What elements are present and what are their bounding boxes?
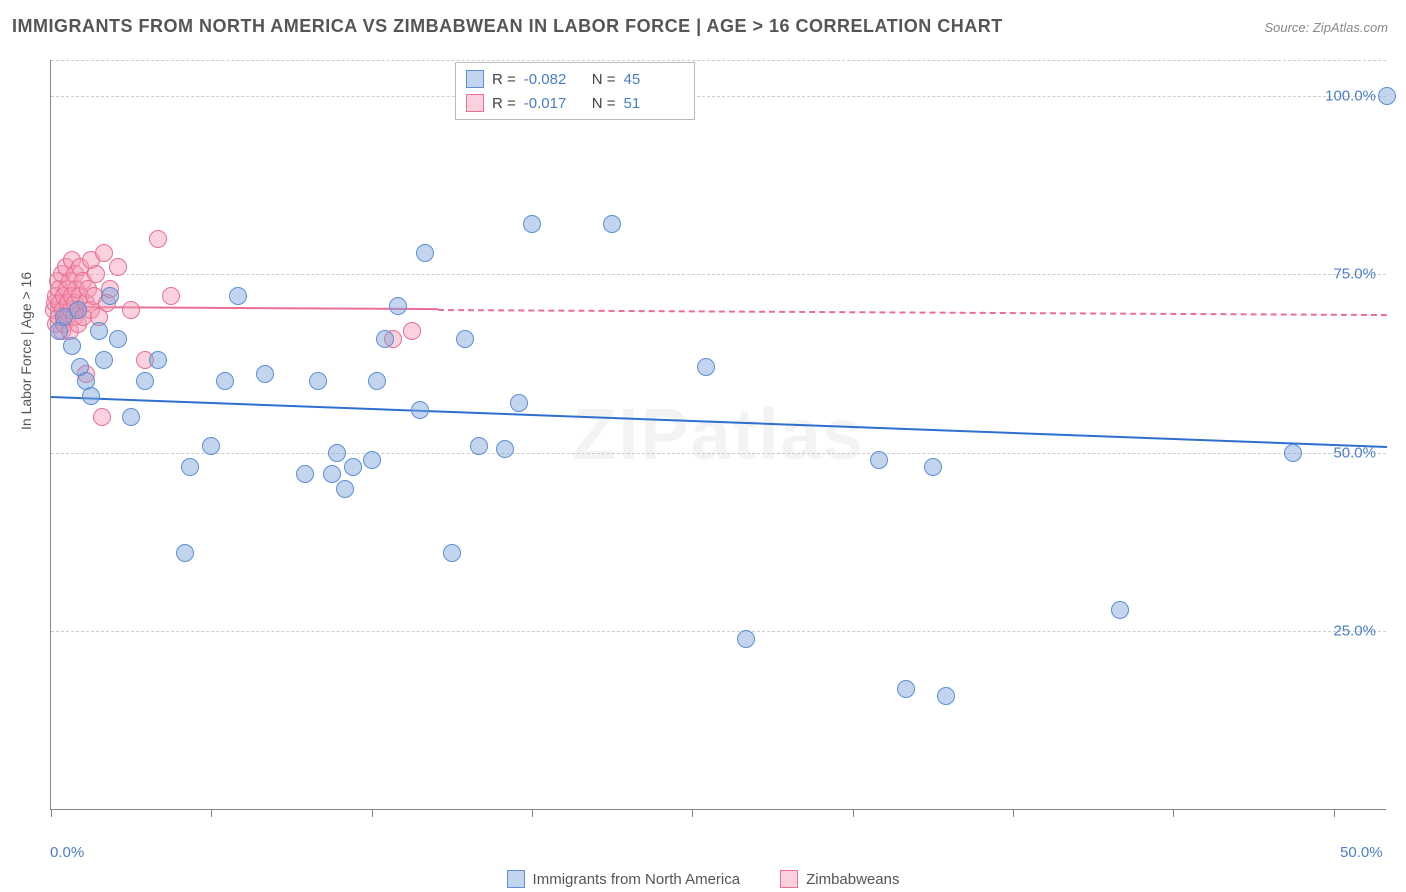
legend-label-na: Immigrants from North America [533, 871, 741, 888]
point-na [496, 440, 514, 458]
legend-label-zw: Zimbabweans [806, 871, 899, 888]
point-na [122, 408, 140, 426]
point-na [149, 351, 167, 369]
point-na [69, 301, 87, 319]
point-na [924, 458, 942, 476]
point-na [202, 437, 220, 455]
y-tick-label: 75.0% [1333, 266, 1376, 283]
point-zw [87, 265, 105, 283]
point-na [176, 544, 194, 562]
x-tick-label: 0.0% [50, 844, 84, 861]
x-tick [51, 809, 52, 817]
point-na [336, 480, 354, 498]
gridline [51, 60, 1386, 61]
point-na [323, 465, 341, 483]
n-label-zw: N = [592, 95, 616, 112]
legend-item-zw: Zimbabweans [780, 870, 899, 888]
point-na [697, 358, 715, 376]
r-value-na: -0.082 [524, 71, 584, 88]
point-na [1378, 87, 1396, 105]
point-na [82, 387, 100, 405]
series-legend: Immigrants from North America Zimbabwean… [0, 870, 1406, 888]
r-label-zw: R = [492, 95, 516, 112]
point-na [363, 451, 381, 469]
swatch-zw-bottom [780, 870, 798, 888]
point-na [411, 401, 429, 419]
x-tick [211, 809, 212, 817]
x-tick [1013, 809, 1014, 817]
point-zw [109, 258, 127, 276]
point-na [389, 297, 407, 315]
gridline [51, 96, 1386, 97]
x-tick [1173, 809, 1174, 817]
point-na [443, 544, 461, 562]
point-na [937, 687, 955, 705]
swatch-zw [466, 94, 484, 112]
point-na [181, 458, 199, 476]
n-value-na: 45 [624, 71, 684, 88]
chart-title: IMMIGRANTS FROM NORTH AMERICA VS ZIMBABW… [12, 16, 1003, 37]
point-na [523, 215, 541, 233]
plot-area: ZIPatlas 25.0%50.0%75.0%100.0% [50, 60, 1386, 810]
point-zw [122, 301, 140, 319]
correlation-chart: IMMIGRANTS FROM NORTH AMERICA VS ZIMBABW… [0, 0, 1406, 892]
point-na [603, 215, 621, 233]
legend-item-na: Immigrants from North America [507, 870, 741, 888]
point-na [229, 287, 247, 305]
x-tick-label: 50.0% [1340, 844, 1383, 861]
y-tick-label: 100.0% [1325, 87, 1376, 104]
trendline-na [51, 396, 1387, 448]
point-zw [403, 322, 421, 340]
point-na [95, 351, 113, 369]
x-tick [1334, 809, 1335, 817]
correlation-legend: R = -0.082 N = 45 R = -0.017 N = 51 [455, 62, 695, 120]
swatch-na [466, 70, 484, 88]
point-na [296, 465, 314, 483]
n-label-na: N = [592, 71, 616, 88]
point-na [416, 244, 434, 262]
x-tick [372, 809, 373, 817]
gridline [51, 274, 1386, 275]
point-na [1284, 444, 1302, 462]
point-na [309, 372, 327, 390]
n-value-zw: 51 [624, 95, 684, 112]
gridline [51, 453, 1386, 454]
y-tick-label: 25.0% [1333, 623, 1376, 640]
point-na [737, 630, 755, 648]
r-value-zw: -0.017 [524, 95, 584, 112]
point-na [344, 458, 362, 476]
point-na [470, 437, 488, 455]
point-zw [162, 287, 180, 305]
swatch-na-bottom [507, 870, 525, 888]
point-na [368, 372, 386, 390]
point-zw [95, 244, 113, 262]
x-tick [532, 809, 533, 817]
y-axis-title: In Labor Force | Age > 16 [18, 272, 34, 430]
point-zw [93, 408, 111, 426]
point-na [897, 680, 915, 698]
point-na [456, 330, 474, 348]
watermark-text: ZIPatlas [572, 394, 864, 476]
trendline-zw-dashed [438, 309, 1387, 316]
legend-row-na: R = -0.082 N = 45 [466, 67, 684, 91]
x-tick [692, 809, 693, 817]
point-na [216, 372, 234, 390]
x-tick [853, 809, 854, 817]
point-na [256, 365, 274, 383]
point-na [510, 394, 528, 412]
point-na [109, 330, 127, 348]
point-zw [149, 230, 167, 248]
point-na [328, 444, 346, 462]
point-na [870, 451, 888, 469]
point-na [376, 330, 394, 348]
r-label-na: R = [492, 71, 516, 88]
point-na [63, 337, 81, 355]
legend-row-zw: R = -0.017 N = 51 [466, 91, 684, 115]
point-na [136, 372, 154, 390]
gridline [51, 631, 1386, 632]
point-na [1111, 601, 1129, 619]
point-na [90, 322, 108, 340]
source-attribution: Source: ZipAtlas.com [1264, 20, 1388, 35]
point-na [101, 287, 119, 305]
